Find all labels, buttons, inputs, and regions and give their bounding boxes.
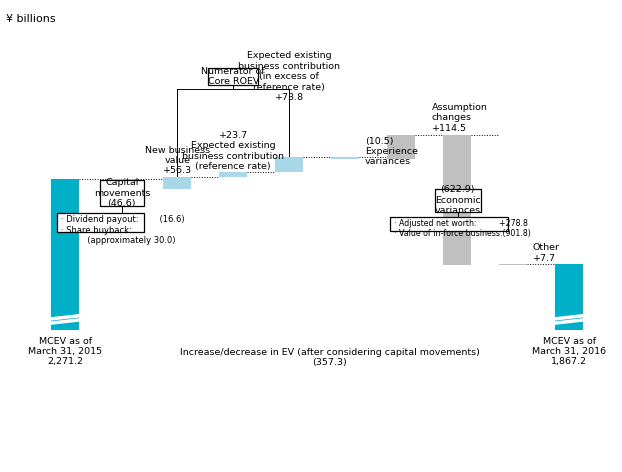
Text: Numerator of
Core ROEV: Numerator of Core ROEV xyxy=(202,67,265,86)
FancyBboxPatch shape xyxy=(208,68,259,85)
Text: Capital
movements
(46.6): Capital movements (46.6) xyxy=(94,178,150,208)
FancyBboxPatch shape xyxy=(435,189,481,211)
Bar xyxy=(51,179,80,330)
Text: MCEV as of
March 31, 2015
2,271.2: MCEV as of March 31, 2015 2,271.2 xyxy=(28,337,103,366)
Bar xyxy=(331,157,360,159)
FancyBboxPatch shape xyxy=(57,213,144,232)
FancyBboxPatch shape xyxy=(204,351,456,364)
Text: · Adjusted net worth:         +278.8
· Value of in-force business:(901.8): · Adjusted net worth: +278.8 · Value of … xyxy=(394,219,531,238)
Text: (622.9)
Economic
variances: (622.9) Economic variances xyxy=(435,185,481,215)
Bar xyxy=(275,157,304,172)
Bar xyxy=(219,172,248,177)
Bar xyxy=(499,264,527,265)
Text: New business
value
+56.3: New business value +56.3 xyxy=(145,145,210,176)
Text: +23.7
Expected existing
business contribution
(reference rate): +23.7 Expected existing business contrib… xyxy=(182,131,284,171)
Bar xyxy=(555,264,583,330)
Bar xyxy=(443,135,471,265)
Bar xyxy=(387,135,415,159)
FancyBboxPatch shape xyxy=(390,217,508,230)
Text: Other
+7.7: Other +7.7 xyxy=(532,244,560,263)
Text: ¥ billions: ¥ billions xyxy=(6,14,56,24)
Text: MCEV as of
March 31, 2016
1,867.2: MCEV as of March 31, 2016 1,867.2 xyxy=(532,337,606,366)
Bar xyxy=(108,179,136,189)
Bar xyxy=(163,177,192,189)
Text: · Dividend payout:        (16.6)
· Share buyback:
          (approximately 30.0): · Dividend payout: (16.6) · Share buybac… xyxy=(62,215,185,245)
Text: Increase/decrease in EV (after considering capital movements)
(357.3): Increase/decrease in EV (after consideri… xyxy=(180,348,480,367)
Text: Assumption
changes
+114.5: Assumption changes +114.5 xyxy=(432,103,488,133)
FancyBboxPatch shape xyxy=(100,180,144,206)
Text: Expected existing
business contribution
(in excess of
reference rate)
+73.8: Expected existing business contribution … xyxy=(238,51,340,102)
Text: (10.5)
Experience
variances: (10.5) Experience variances xyxy=(364,136,418,166)
